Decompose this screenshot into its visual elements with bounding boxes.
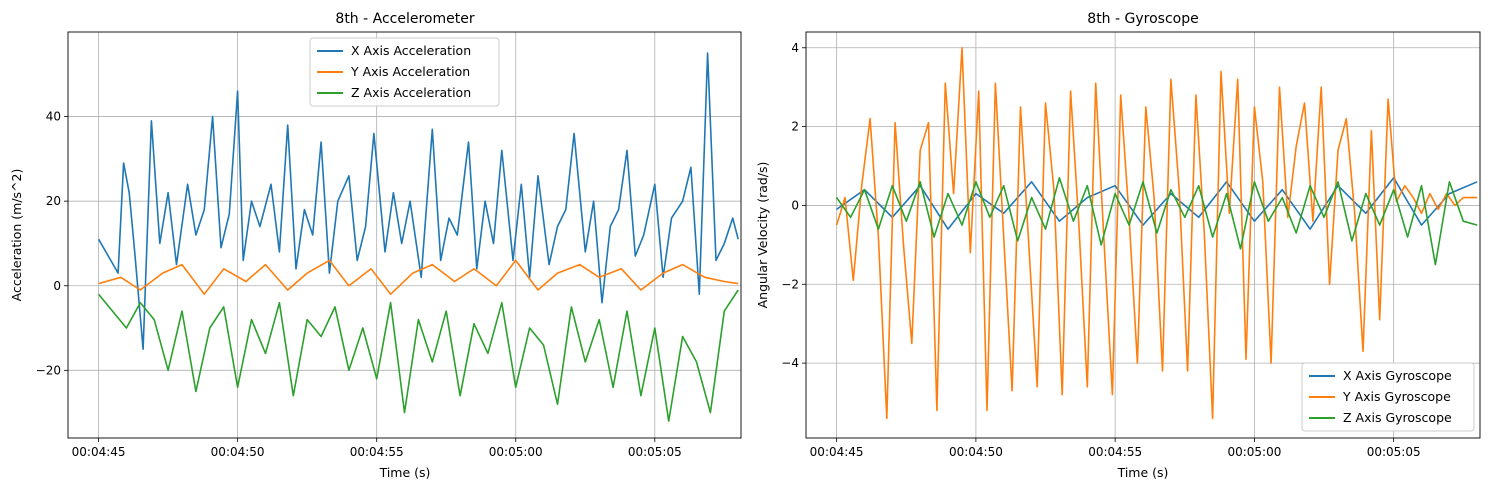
accelerometer-series-3-line bbox=[97, 289, 739, 422]
gyroscope-legend-box bbox=[1301, 362, 1475, 432]
gyroscope-series-2-line bbox=[835, 46, 1478, 420]
accelerometer-xtick-label: 00:05:05 bbox=[628, 445, 682, 459]
accelerometer-xlabel: Time (s) bbox=[379, 465, 431, 480]
gyroscope-legend: X Axis Gyroscope Y Axis Gyroscope Z Axis G… bbox=[1301, 362, 1475, 432]
gyroscope-series-3-line bbox=[835, 177, 1478, 266]
gyroscope-ytick-label: 4 bbox=[791, 41, 799, 55]
accelerometer-title: 8th - Accelerometer bbox=[335, 11, 474, 27]
gyroscope-ytick-label: −4 bbox=[781, 356, 799, 370]
gyroscope-ytick-label: 2 bbox=[791, 120, 799, 134]
accelerometer-series-2-line bbox=[98, 259, 739, 296]
gyroscope-legend-label: Z Axis Gyroscope bbox=[1343, 410, 1452, 425]
accelerometer-ytick-label: 0 bbox=[53, 279, 61, 293]
gyroscope-xlabel: Time (s) bbox=[1117, 465, 1169, 480]
gyroscope-legend-label: X Axis Gyroscope bbox=[1343, 368, 1452, 383]
accelerometer-chart: 8th - Accelerometer Time (s) Acceleratio… bbox=[9, 11, 742, 480]
accelerometer-series-1-line bbox=[97, 52, 739, 351]
accelerometer-xtick-label: 00:04:45 bbox=[72, 445, 126, 459]
accelerometer-xtick-label: 00:04:55 bbox=[350, 445, 404, 459]
gyroscope-xtick-label: 00:04:50 bbox=[949, 445, 1003, 459]
accelerometer-xtick-label: 00:04:50 bbox=[211, 445, 265, 459]
gyroscope-chart: 8th - Gyroscope Time (s) Angular Velocit… bbox=[755, 11, 1481, 480]
gyroscope-ytick-label: 0 bbox=[791, 198, 799, 212]
gyroscope-legend-label: Y Axis Gyroscope bbox=[1342, 389, 1451, 404]
accelerometer-ytick-label: −20 bbox=[36, 363, 61, 377]
accelerometer-legend-label: Z Axis Acceleration bbox=[351, 85, 471, 100]
accelerometer-xtick-label: 00:05:00 bbox=[489, 445, 543, 459]
gyroscope-xtick-label: 00:05:00 bbox=[1227, 445, 1281, 459]
gyroscope-xtick-label: 00:04:55 bbox=[1088, 445, 1142, 459]
gyroscope-ylabel: Angular Velocity (rad/s) bbox=[755, 162, 770, 309]
accelerometer-legend-label: X Axis Acceleration bbox=[351, 43, 471, 58]
gyroscope-plot-area bbox=[805, 31, 1481, 439]
gyroscope-xtick-label: 00:04:45 bbox=[810, 445, 864, 459]
gyroscope-title: 8th - Gyroscope bbox=[1087, 11, 1198, 27]
accelerometer-legend: X Axis Acceleration Y Axis Acceleration Z … bbox=[309, 37, 500, 107]
accelerometer-legend-label: Y Axis Acceleration bbox=[350, 64, 470, 79]
accelerometer-legend-box bbox=[309, 37, 500, 107]
accelerometer-ytick-label: 20 bbox=[46, 194, 61, 208]
accelerometer-plot-area bbox=[67, 31, 742, 439]
gyroscope-xtick-label: 00:05:05 bbox=[1367, 445, 1421, 459]
accelerometer-ytick-label: 40 bbox=[46, 110, 61, 124]
accelerometer-ylabel: Acceleration (m/s^2) bbox=[9, 169, 24, 302]
gyroscope-series-1-line bbox=[836, 177, 1478, 230]
gyroscope-ytick-label: −2 bbox=[781, 277, 799, 291]
